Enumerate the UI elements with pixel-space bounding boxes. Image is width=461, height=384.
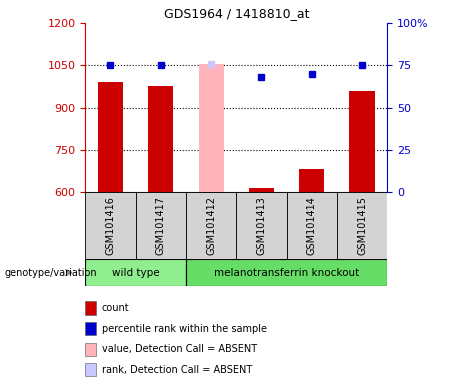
Text: melanotransferrin knockout: melanotransferrin knockout — [214, 268, 359, 278]
Text: GSM101413: GSM101413 — [256, 196, 266, 255]
Text: genotype/variation: genotype/variation — [5, 268, 97, 278]
Text: count: count — [102, 303, 130, 313]
Text: value, Detection Call = ABSENT: value, Detection Call = ABSENT — [102, 344, 257, 354]
Bar — [85, 259, 186, 286]
Bar — [349, 91, 375, 192]
Text: percentile rank within the sample: percentile rank within the sample — [102, 324, 267, 334]
Bar — [98, 82, 123, 192]
Text: GSM101412: GSM101412 — [206, 196, 216, 255]
Bar — [85, 192, 136, 259]
Bar — [299, 169, 325, 192]
Bar — [249, 188, 274, 192]
Title: GDS1964 / 1418810_at: GDS1964 / 1418810_at — [164, 7, 309, 20]
Bar — [85, 343, 96, 356]
Text: rank, Detection Call = ABSENT: rank, Detection Call = ABSENT — [102, 365, 252, 375]
Text: wild type: wild type — [112, 268, 160, 278]
Bar — [337, 192, 387, 259]
Text: GSM101416: GSM101416 — [106, 196, 115, 255]
Bar — [186, 192, 236, 259]
Bar — [236, 192, 287, 259]
Bar — [136, 192, 186, 259]
Text: GSM101417: GSM101417 — [156, 196, 166, 255]
Bar — [186, 259, 387, 286]
Bar — [85, 363, 96, 376]
Bar — [199, 64, 224, 192]
Text: GSM101415: GSM101415 — [357, 196, 367, 255]
Bar — [85, 301, 96, 314]
Bar — [148, 86, 173, 192]
Bar — [287, 192, 337, 259]
Bar — [85, 322, 96, 335]
Text: GSM101414: GSM101414 — [307, 196, 317, 255]
